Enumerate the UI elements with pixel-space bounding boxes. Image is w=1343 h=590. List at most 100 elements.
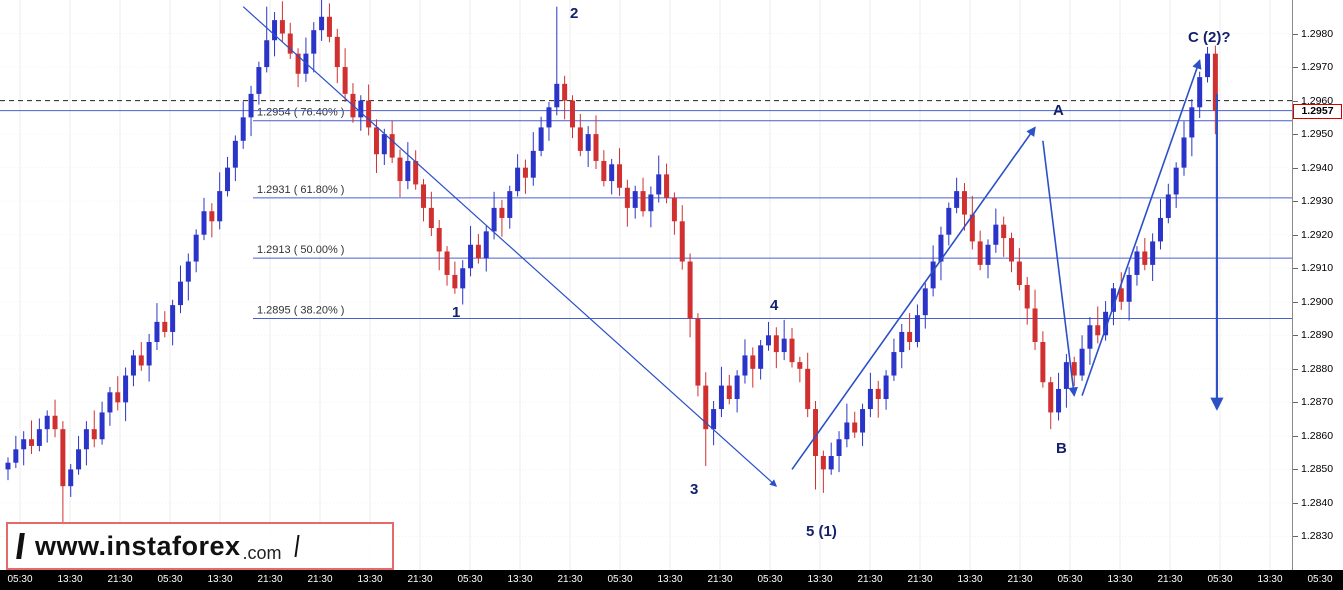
time-axis-label: 13:30 (207, 574, 233, 585)
candle (1103, 311, 1109, 336)
wave-labels: 2 1 3 4 5 (1) A B C (2)? (452, 5, 1231, 540)
trend-arrows (242, 6, 1224, 487)
candle (436, 228, 442, 252)
candle (852, 422, 858, 433)
candle (1181, 137, 1187, 168)
watermark-tld-text: .com (242, 543, 282, 563)
candle (836, 439, 842, 456)
candle (358, 100, 364, 118)
candle (13, 449, 19, 463)
candle (961, 191, 967, 215)
time-axis-label: 21:30 (107, 574, 133, 585)
candle (421, 184, 427, 208)
candle (468, 244, 474, 269)
watermark-bar-icon (16, 533, 25, 559)
candle (272, 20, 278, 41)
wave-label: 4 (770, 297, 779, 314)
price-axis-label: 1.2980 (1292, 27, 1334, 40)
candle (1040, 342, 1046, 383)
candle (1197, 77, 1203, 108)
current-price-badge: 1.2957 (1293, 103, 1342, 119)
candle (820, 456, 826, 470)
candle (538, 127, 544, 151)
candle (264, 40, 270, 68)
candle (1142, 251, 1148, 265)
candle (577, 127, 583, 151)
candle (781, 338, 787, 353)
candle (170, 305, 176, 332)
time-axis-label: 13:30 (807, 574, 833, 585)
wave-label: 2 (570, 5, 578, 22)
candle (883, 375, 889, 399)
candle (130, 355, 136, 376)
time-axis-label: 21:30 (857, 574, 883, 585)
candle (907, 331, 913, 342)
candle (554, 83, 560, 108)
fib-level-label: 1.2895 ( 38.20% ) (257, 305, 344, 317)
candle (977, 241, 983, 265)
candle (609, 164, 615, 182)
candle (1150, 241, 1156, 265)
candle (1095, 325, 1101, 336)
time-axis-label: 13:30 (357, 574, 383, 585)
candle (954, 191, 960, 208)
candle (475, 244, 481, 259)
price-chart[interactable]: 1.2954 ( 76.40% ) 1.2931 ( 61.80% ) 1.2913… (0, 0, 1292, 570)
candle (1024, 285, 1030, 309)
candle (52, 415, 58, 430)
candle (632, 191, 638, 208)
time-axis-label: 21:30 (907, 574, 933, 585)
price-axis-label: 1.2930 (1292, 195, 1334, 208)
candle (491, 207, 497, 232)
candle (742, 355, 748, 376)
candle (773, 335, 779, 353)
wave-label: 1 (452, 304, 460, 321)
candle (546, 107, 552, 128)
candle (891, 352, 897, 376)
candle (248, 93, 254, 118)
candle (899, 331, 905, 353)
time-axis-label: 21:30 (707, 574, 733, 585)
candle (287, 33, 293, 54)
candle (483, 231, 489, 259)
candle (585, 134, 591, 151)
candle (758, 345, 764, 369)
candle (123, 375, 129, 403)
price-axis-label: 1.2970 (1292, 61, 1334, 74)
candle (91, 429, 97, 440)
candle (522, 167, 528, 178)
candle (389, 134, 395, 158)
candle (805, 368, 811, 410)
candle (938, 234, 944, 262)
candle (138, 355, 144, 366)
trend-arrow (1081, 59, 1202, 396)
candle (1071, 362, 1077, 376)
candle (844, 422, 850, 440)
price-axis-label: 1.2840 (1292, 496, 1334, 509)
candle (225, 167, 231, 192)
candle (1165, 194, 1171, 218)
candle (703, 385, 709, 430)
price-axis: 1.2980 1.2970 1.2960 1.2950 1.2940 1.2930 1.29… (1292, 0, 1343, 570)
candle (875, 388, 881, 399)
candle (679, 221, 685, 262)
candle (232, 140, 238, 168)
candle (750, 355, 756, 369)
candle (397, 157, 403, 182)
candle (1079, 348, 1085, 376)
candle (413, 160, 419, 185)
fibonacci-levels: 1.2954 ( 76.40% ) 1.2931 ( 61.80% ) 1.2913… (253, 107, 1292, 320)
wave-label: 5 (1) (806, 523, 837, 540)
candle (1001, 224, 1007, 239)
candle (922, 288, 928, 316)
candle (201, 211, 207, 235)
time-axis-label: 21:30 (407, 574, 433, 585)
candle (1032, 308, 1038, 342)
candle (1056, 388, 1062, 413)
candle (664, 174, 670, 198)
candle (311, 30, 317, 54)
time-axis-label: 13:30 (957, 574, 983, 585)
time-axis-label: 13:30 (507, 574, 533, 585)
candle (797, 362, 803, 369)
candle (334, 36, 340, 68)
